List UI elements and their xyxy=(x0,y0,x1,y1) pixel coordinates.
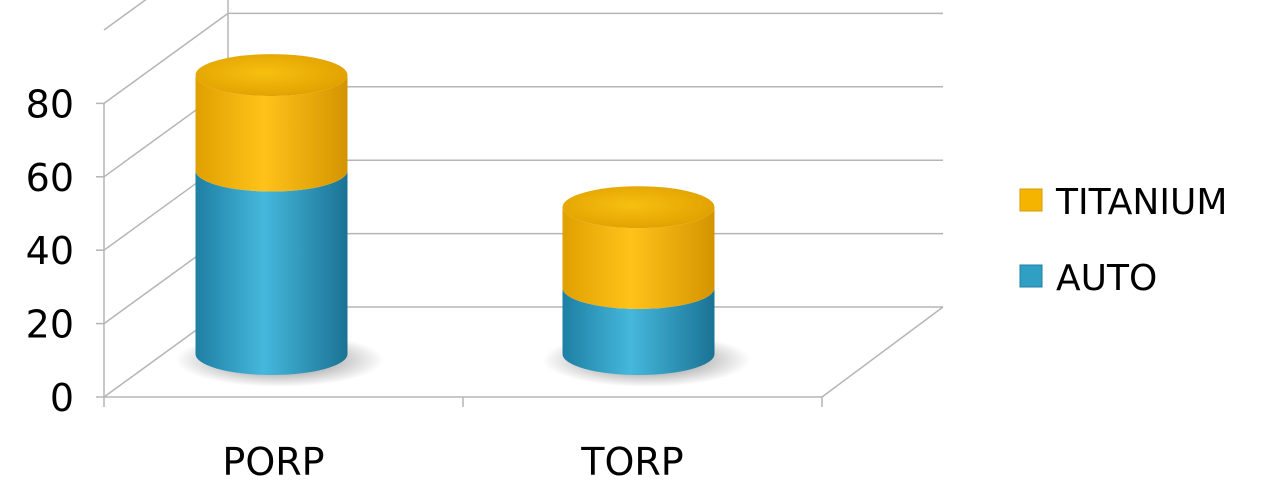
x-axis-labels: PORP TORP xyxy=(103,397,823,484)
bars xyxy=(175,54,751,387)
y-tick-label-3: 60 xyxy=(26,156,74,200)
legend-label-auto: AUTO xyxy=(1056,258,1157,299)
x-tick-label-porp: PORP xyxy=(222,440,324,482)
legend-swatch-titanium xyxy=(1019,188,1043,212)
y-tick-label-0: 0 xyxy=(50,376,74,420)
floor-right-edge xyxy=(821,306,944,398)
cylinder-top-porp xyxy=(195,54,348,97)
gridline-side-5 xyxy=(103,0,147,31)
y-tick-label-1: 20 xyxy=(26,303,74,347)
cylinder-top-torp xyxy=(562,186,715,229)
segment-auto-torp xyxy=(562,287,715,375)
y-tick-label-2: 40 xyxy=(26,229,74,273)
cylinder-porp xyxy=(175,54,384,387)
y-axis: 0 20 40 60 80 xyxy=(26,82,104,420)
y-tick-label-4: 80 xyxy=(26,82,74,126)
legend-swatch-auto xyxy=(1019,264,1043,288)
legend-label-titanium: TITANIUM xyxy=(1055,182,1227,223)
x-tick-label-torp: TORP xyxy=(580,440,683,482)
segment-titanium-torp xyxy=(562,207,715,309)
segment-titanium-porp xyxy=(195,75,348,192)
legend: TITANIUM AUTO xyxy=(1019,182,1227,299)
segment-auto-porp xyxy=(195,170,348,375)
gridline-side-4 xyxy=(103,12,229,105)
cylinder-torp xyxy=(542,186,751,387)
